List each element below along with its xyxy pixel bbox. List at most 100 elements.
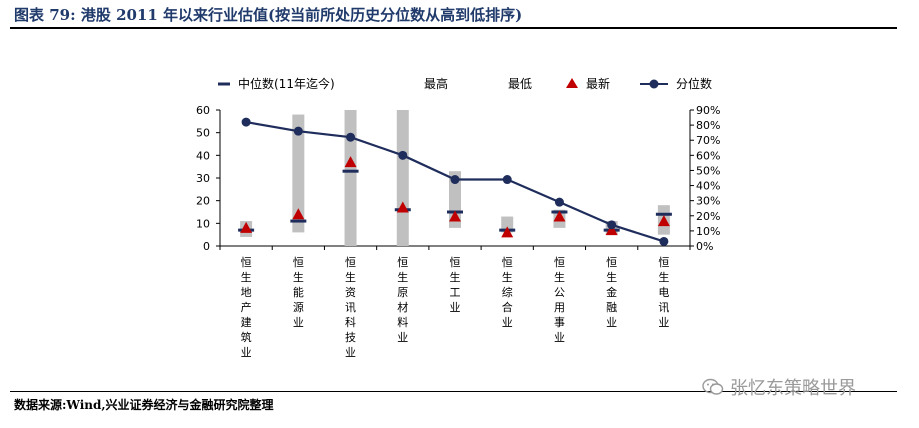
category-label-char: 恒 xyxy=(397,256,408,269)
latest-marker xyxy=(344,156,357,168)
latest-marker xyxy=(605,224,618,236)
category-label-char: 融 xyxy=(606,301,617,314)
category-label-char: 业 xyxy=(397,331,408,344)
category-labels: 恒生地产建筑业恒生能源业恒生资讯科技业恒生原材料业恒生工业恒生综合业恒生公用事业… xyxy=(241,256,670,359)
y2-tick-label: 30% xyxy=(696,195,720,208)
category-label-char: 恒 xyxy=(241,256,252,269)
legend-label: 最低 xyxy=(508,77,532,91)
footer-divider xyxy=(10,391,897,392)
category-label-char: 生 xyxy=(502,270,513,284)
range-bar xyxy=(396,110,409,246)
legend-label: 分位数 xyxy=(676,76,712,91)
watermark: 张忆东策略世界 xyxy=(702,374,856,400)
category-label-char: 合 xyxy=(502,300,513,314)
y2-tick-label: 80% xyxy=(696,119,720,132)
category-label-char: 业 xyxy=(293,316,304,329)
range-bar xyxy=(292,114,305,233)
range-bar xyxy=(501,216,514,233)
category-label-char: 用 xyxy=(554,301,565,314)
y2-tick-label: 70% xyxy=(696,134,720,147)
category-label-char: 恒 xyxy=(658,256,669,269)
latest-marker xyxy=(449,210,461,222)
percentile-point xyxy=(293,126,303,136)
category-label-char: 恒 xyxy=(450,256,461,269)
y-tick-label: 0 xyxy=(203,240,210,253)
category-label-char: 恒 xyxy=(554,256,565,269)
category-label-char: 生 xyxy=(606,270,617,284)
source-note: 数据来源:Wind,兴业证券经济与金融研究院整理 xyxy=(14,398,274,412)
y2-tick-label: 60% xyxy=(696,149,720,162)
category-label-char: 综 xyxy=(502,285,513,299)
y2-tick-label: 90% xyxy=(696,104,720,117)
y2-tick-label: 10% xyxy=(696,225,720,238)
axes: 0 10 20 30 40 50 60 0% 10% 20% 30% 40% 50% 60% 70% 80% 9… xyxy=(196,104,720,253)
category-label-char: 技 xyxy=(345,331,356,344)
category-label-char: 恒 xyxy=(293,256,304,269)
y2-tick-label: 50% xyxy=(696,164,720,177)
median-marker xyxy=(655,212,672,216)
category-label-char: 业 xyxy=(450,301,461,314)
category-label-char: 源 xyxy=(293,300,304,314)
y-tick-label: 60 xyxy=(196,104,210,117)
category-label-char: 生 xyxy=(345,270,356,284)
latest-marker xyxy=(240,221,253,233)
category-label-char: 讯 xyxy=(658,301,669,314)
category-label-char: 业 xyxy=(241,346,252,359)
latest-markers xyxy=(240,156,670,238)
wechat-icon xyxy=(702,378,724,395)
range-bar xyxy=(449,171,461,228)
watermark-text: 张忆东策略世界 xyxy=(730,378,856,399)
y-tick-label: 40 xyxy=(196,149,210,162)
percentile-point xyxy=(659,236,669,246)
percentile-point xyxy=(398,150,408,160)
category-label-char: 地 xyxy=(241,286,252,299)
legend-percentile-dot xyxy=(649,79,659,89)
y2-tick-label: 0% xyxy=(696,240,713,253)
percentile-point xyxy=(450,175,460,185)
legend-median-swatch xyxy=(218,82,230,86)
percentile-point xyxy=(554,197,564,207)
category-label-char: 生 xyxy=(241,270,252,284)
category-label-char: 生 xyxy=(554,270,565,284)
y-tick-label: 30 xyxy=(196,172,210,185)
latest-marker xyxy=(501,226,514,238)
category-label-char: 生 xyxy=(397,270,408,284)
category-label-char: 业 xyxy=(502,316,513,329)
range-bar xyxy=(344,110,357,246)
category-label-char: 业 xyxy=(606,316,617,329)
page-title: 图表 79: 港股 2011 年以来行业估值(按当前所处历史分位数从高到低排序) xyxy=(14,6,523,24)
category-label-char: 业 xyxy=(658,316,669,329)
legend-latest-swatch xyxy=(566,78,578,88)
latest-marker xyxy=(657,215,670,227)
category-label-char: 恒 xyxy=(345,256,356,269)
category-label-char: 原 xyxy=(397,286,408,299)
category-label-char: 电 xyxy=(658,286,669,299)
y-tick-label: 20 xyxy=(196,195,210,208)
median-marker xyxy=(342,169,359,173)
y2-tick-label: 20% xyxy=(696,210,720,223)
category-label-char: 工 xyxy=(450,286,461,299)
category-label-char: 恒 xyxy=(606,256,617,269)
category-label-char: 产 xyxy=(241,300,252,314)
title-divider xyxy=(10,27,897,29)
category-label-char: 业 xyxy=(345,346,356,359)
category-label-char: 事 xyxy=(554,316,565,329)
category-label-char: 金 xyxy=(606,285,617,299)
percentile-point xyxy=(607,220,617,230)
category-label-char: 恒 xyxy=(502,256,513,269)
category-label-char: 生 xyxy=(658,270,669,284)
percentile-point xyxy=(502,175,512,185)
category-label-char: 公 xyxy=(554,286,565,299)
legend-label: 中位数(11年迄今) xyxy=(238,76,335,91)
category-label-char: 生 xyxy=(293,270,304,284)
category-label-char: 料 xyxy=(397,315,408,329)
legend-label: 最新 xyxy=(586,76,610,91)
category-label-char: 资 xyxy=(345,286,356,299)
category-label-char: 科 xyxy=(345,315,356,329)
category-label-char: 业 xyxy=(554,331,565,344)
latest-marker xyxy=(553,210,566,222)
category-label-char: 建 xyxy=(241,315,252,329)
category-label-char: 讯 xyxy=(345,301,356,314)
category-label-char: 筑 xyxy=(241,330,252,344)
